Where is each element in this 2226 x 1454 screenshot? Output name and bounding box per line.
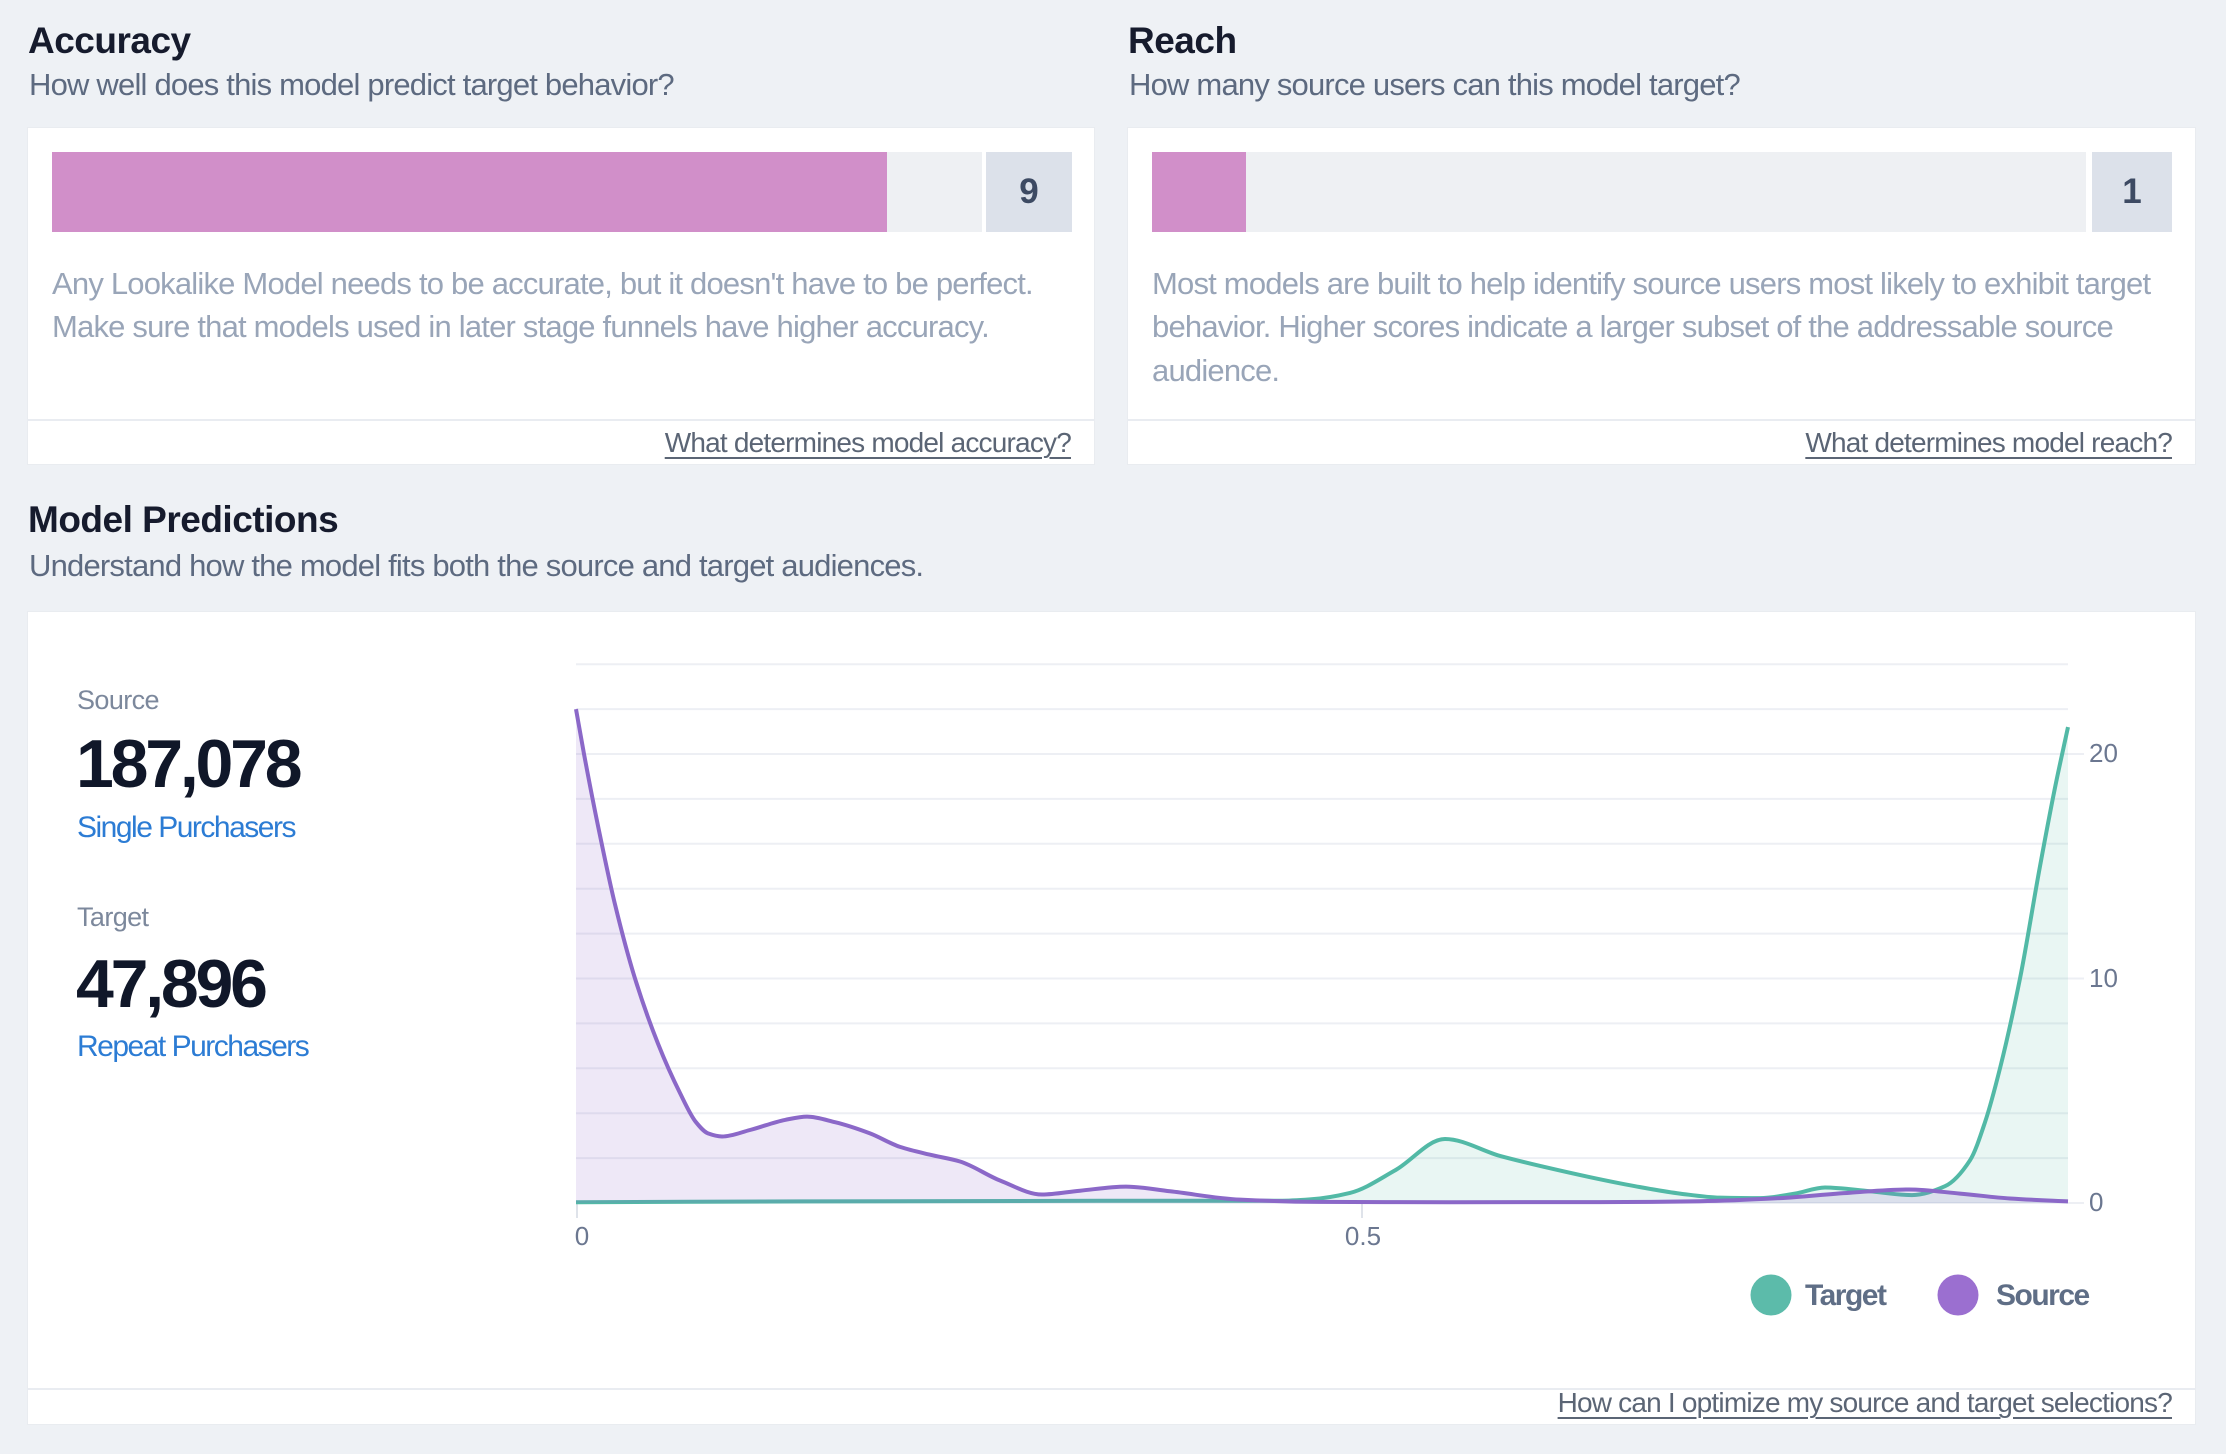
- svg-text:Target: Target: [1805, 1279, 1887, 1312]
- svg-text:20: 20: [2089, 738, 2118, 768]
- svg-text:0: 0: [2089, 1187, 2103, 1217]
- svg-text:Source: Source: [1996, 1279, 2090, 1312]
- svg-text:10: 10: [2089, 963, 2118, 993]
- svg-text:0: 0: [575, 1221, 589, 1251]
- svg-text:0.5: 0.5: [1345, 1221, 1381, 1251]
